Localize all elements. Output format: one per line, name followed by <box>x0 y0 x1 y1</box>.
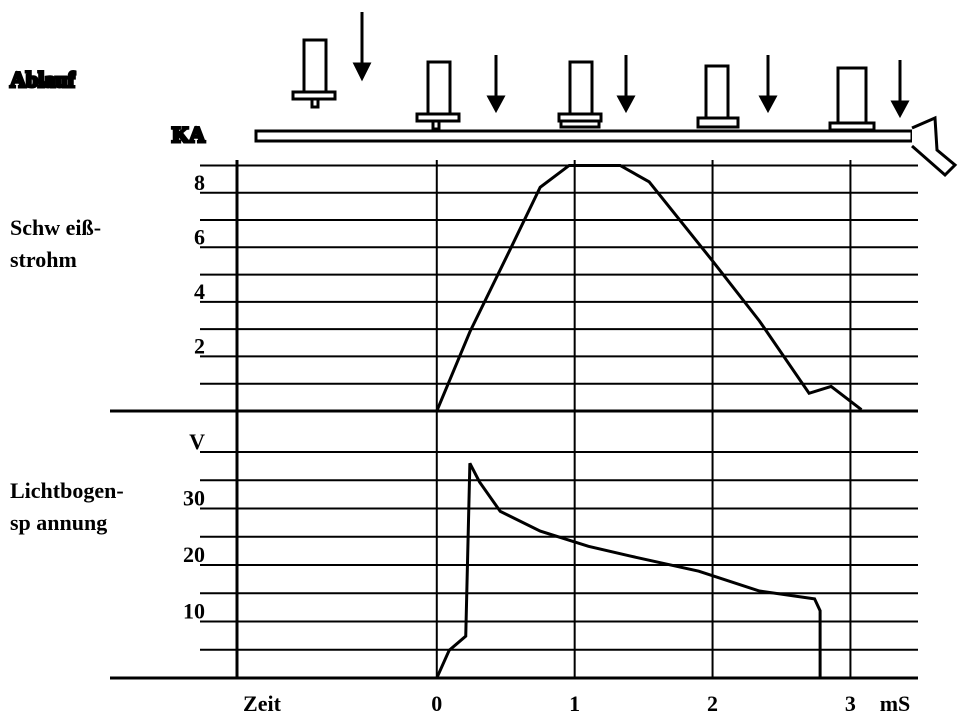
illustration: Ablauf KA <box>10 12 955 175</box>
data-line <box>437 165 862 411</box>
x-tick-label: 3 <box>845 691 856 716</box>
data-line <box>306 463 900 678</box>
x-tick-label: 2 <box>707 691 718 716</box>
axis-title: sp annung <box>10 510 107 535</box>
y-tick-label: 4 <box>194 279 205 304</box>
y-tick-label: V <box>189 429 205 454</box>
page: Ablauf KA 2 4 6 8 0 1 2 3 Schw eiß-strohm Zeit mS 1… <box>0 0 958 718</box>
axis-title: Schw eiß- <box>10 215 101 240</box>
y-tick-label: 30 <box>183 486 205 511</box>
axis-title: strohm <box>10 247 77 272</box>
process-label: Ablauf <box>10 67 75 92</box>
y-tick-label: 2 <box>194 333 205 358</box>
axis-title: Lichtbogen- <box>10 478 124 503</box>
x-axis-label: Zeit <box>243 691 282 716</box>
x-unit: mS <box>880 691 911 716</box>
y-tick-label: 8 <box>194 170 205 195</box>
unit-label: KA <box>172 122 205 147</box>
x-tick-label: 0 <box>431 691 442 716</box>
y-tick-label: 10 <box>183 599 205 624</box>
chart: Ablauf KA 2 4 6 8 0 1 2 3 Schw eiß-strohm Zeit mS 1… <box>0 0 958 718</box>
y-tick-label: 20 <box>183 542 205 567</box>
y-tick-label: 6 <box>194 224 205 249</box>
x-tick-label: 1 <box>569 691 580 716</box>
